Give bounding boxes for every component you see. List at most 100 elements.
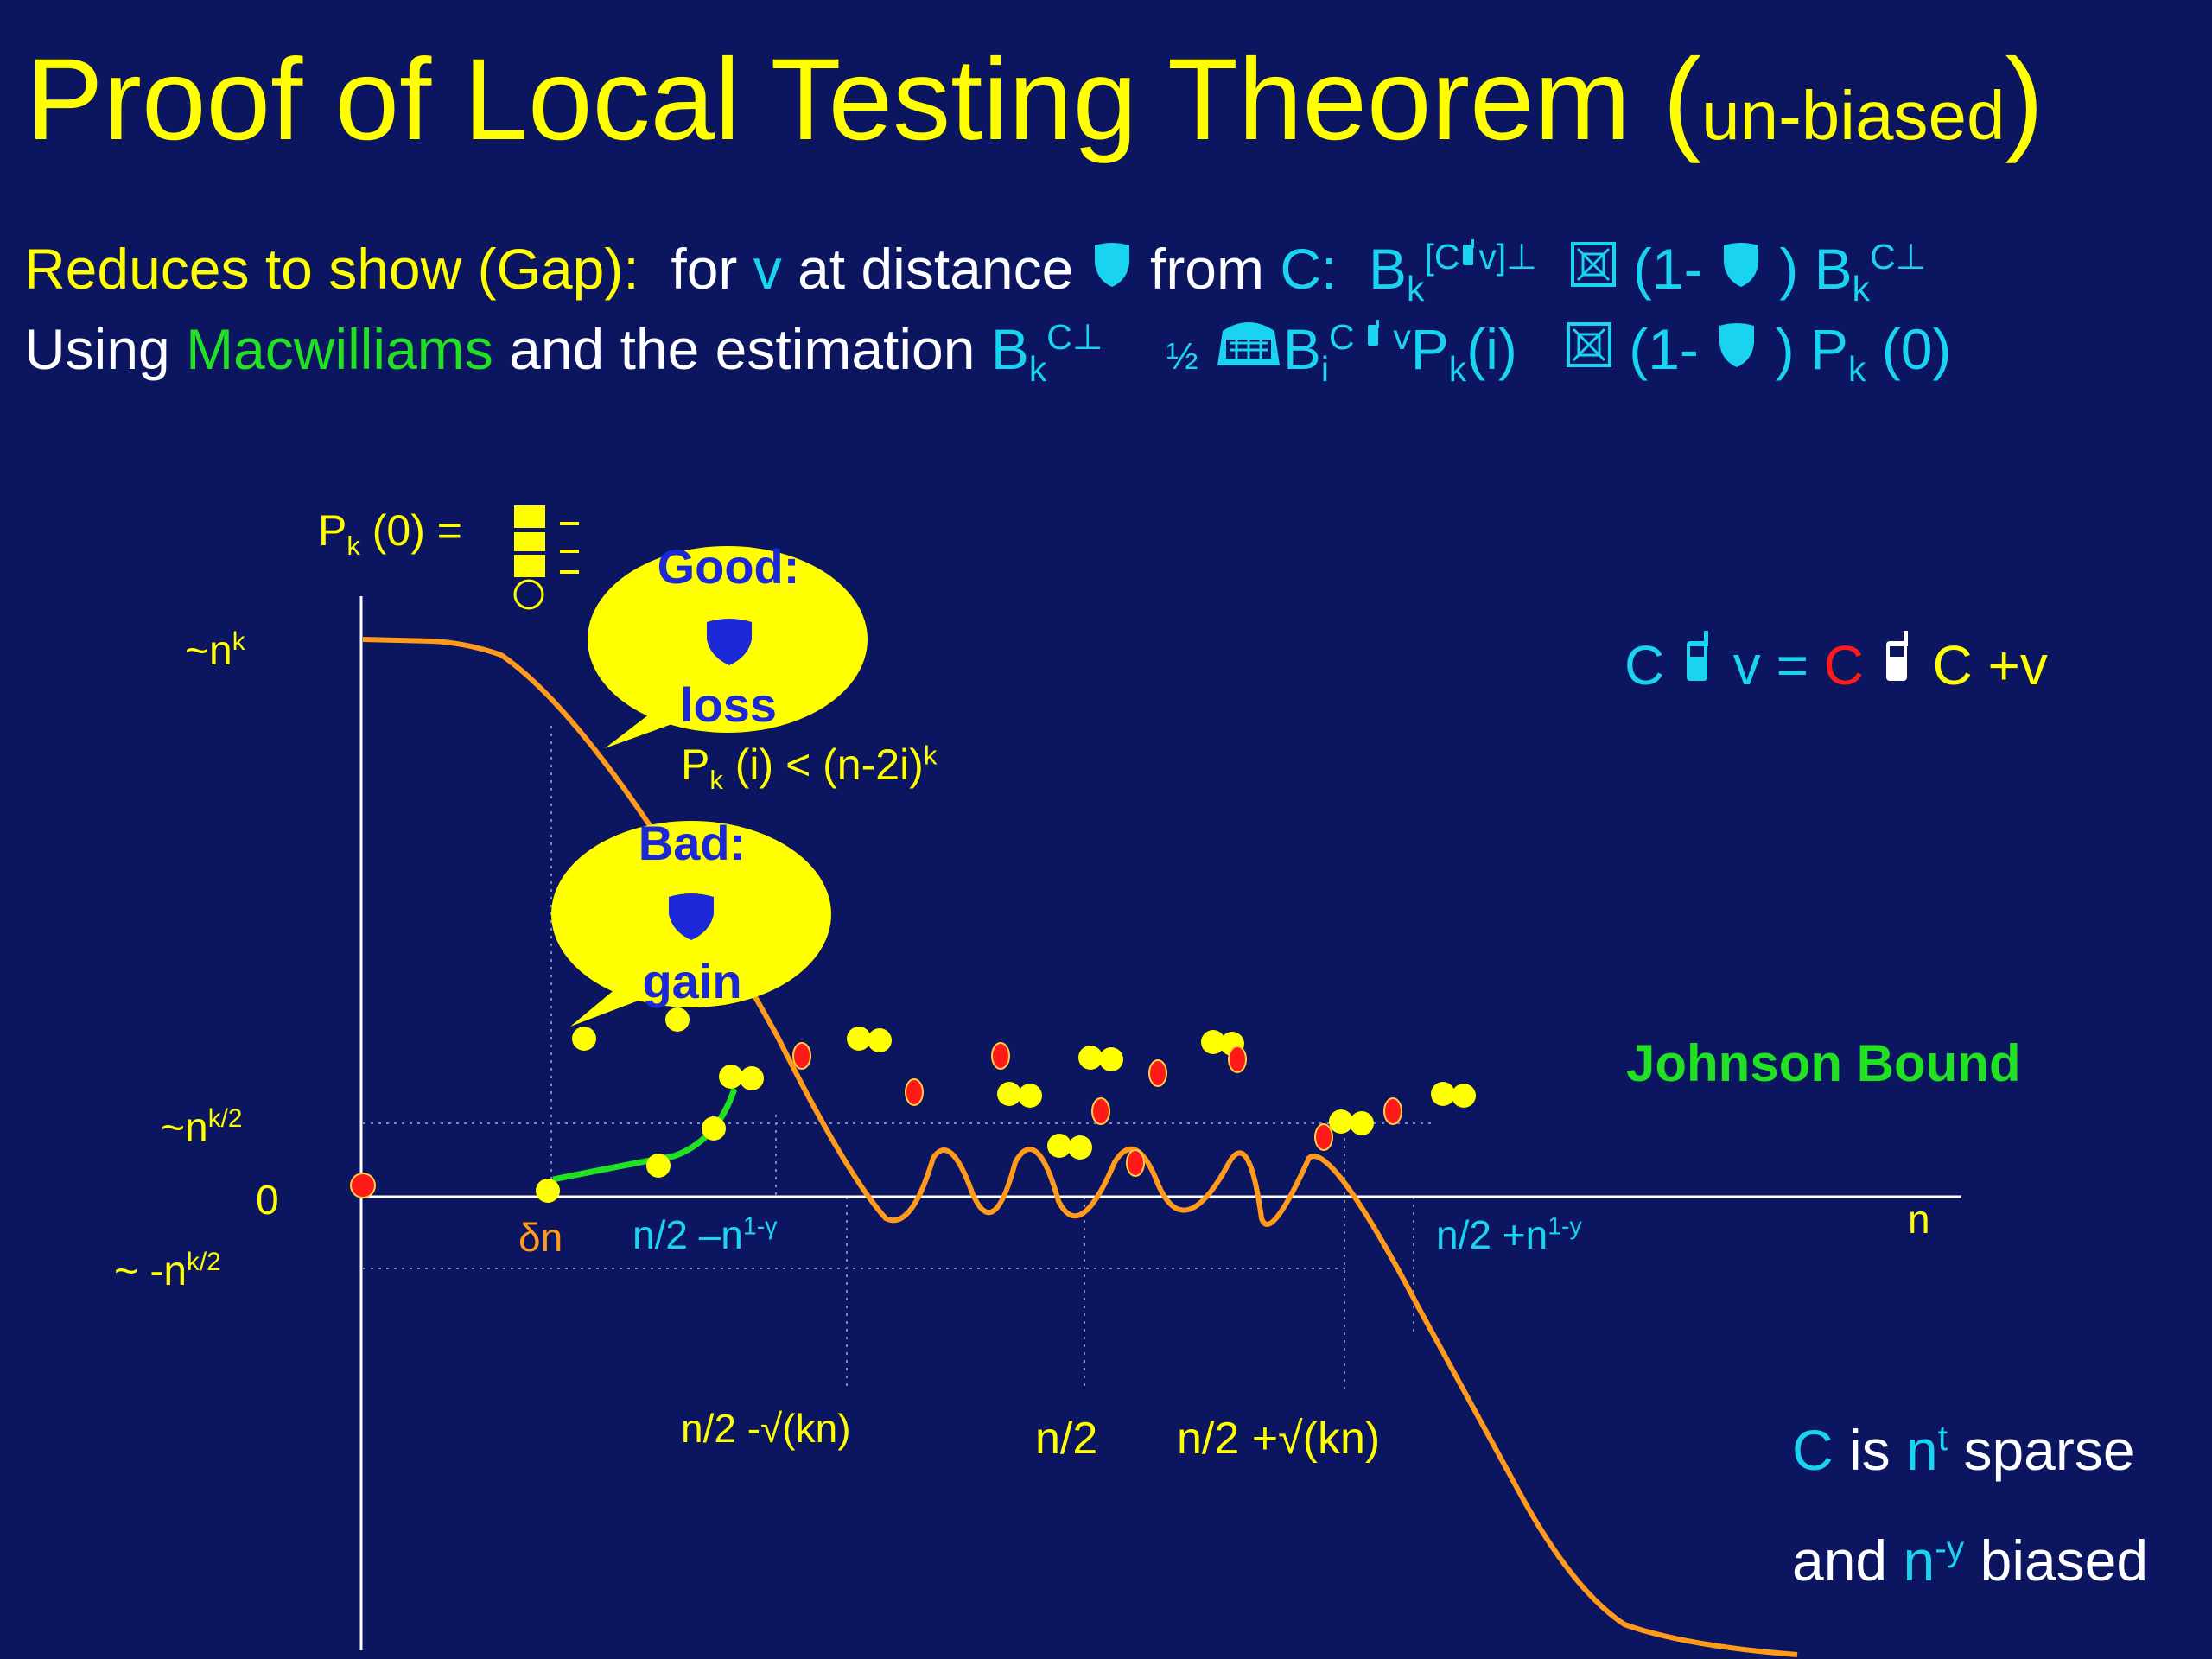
yellow-dot — [1078, 1046, 1103, 1070]
mac-pk0-p: P — [1809, 317, 1848, 381]
gap-bk-sub: k — [1407, 269, 1425, 309]
sparse-n-sup: t — [1937, 1418, 1948, 1458]
yellow-dot — [997, 1082, 1021, 1106]
yellow-dot — [1099, 1047, 1123, 1071]
phone-icon — [1680, 629, 1718, 697]
sparse-is: is — [1849, 1418, 1891, 1482]
mac-bk: BkC⊥ — [990, 317, 1103, 387]
pk0-sub: k — [346, 531, 360, 561]
red-dot — [1148, 1059, 1167, 1087]
yellow-dot — [1350, 1111, 1374, 1135]
phone-icon — [1459, 239, 1478, 269]
gap-code-c: C: — [1280, 237, 1338, 301]
x-label-half: n/2 — [1035, 1414, 1098, 1464]
gap-bk2-sup: C⊥ — [1870, 237, 1927, 276]
title-close: ) — [2005, 35, 2044, 164]
coset-relation: C v = C C +v — [1624, 629, 2048, 697]
mac-bi-sub: i — [1320, 349, 1330, 390]
rel-v: v = — [1732, 634, 1808, 696]
yellow-dot — [1452, 1084, 1476, 1108]
red-dot — [905, 1078, 924, 1106]
krawtchouk-curve — [362, 637, 1798, 1657]
x-label-right-gap-text: n/2 +n — [1436, 1212, 1548, 1257]
yellow-dot — [1329, 1109, 1353, 1134]
guide-lines — [363, 726, 1434, 1391]
gap-cmp1: (1- — [1632, 237, 1703, 301]
gap-from: from — [1149, 237, 1264, 301]
shield-icon — [1090, 240, 1135, 297]
yellow-dot — [665, 1007, 690, 1032]
johnson-curve — [552, 1087, 738, 1183]
gap-cmp2: ) — [1779, 237, 1799, 301]
sparse-statement: C is nt sparse — [1792, 1417, 2135, 1483]
x-label-left-gap-sup: 1-γ — [742, 1212, 778, 1241]
pk0-p: P — [318, 506, 347, 555]
rel-c1: C — [1624, 634, 1665, 696]
pk-bound-p: P — [681, 741, 710, 789]
sparse-n: nt — [1906, 1418, 1948, 1482]
bad-bubble-word: gain — [642, 954, 742, 1008]
y-label-neg: ~ -nk/2 — [114, 1248, 221, 1295]
shield-icon — [669, 893, 714, 940]
mac-bi-sup: C — [1329, 317, 1355, 357]
yellow-dot — [1431, 1082, 1455, 1106]
pk-bound-rest: (i) < (n-2i) — [734, 741, 924, 789]
good-bubble-title: Good: — [657, 539, 800, 594]
gap-bk-b: B — [1369, 237, 1408, 301]
mac-half: ½ — [1166, 335, 1198, 378]
shield-icon — [1719, 240, 1764, 297]
title-main: Proof of Local Testing Theorem ( — [26, 35, 1702, 164]
y-label-top-sup: k — [232, 627, 245, 656]
phone-icon — [1879, 629, 1917, 697]
sparse-c: C — [1792, 1418, 1834, 1482]
title-sub: un-biased — [1701, 77, 2005, 154]
pk-bound-sub: k — [709, 765, 723, 795]
bad-bubble-title: Bad: — [638, 816, 747, 870]
mac-using: Using — [24, 317, 170, 381]
red-dot — [792, 1042, 811, 1070]
red-dot — [991, 1042, 1010, 1070]
phone-icon — [1364, 320, 1383, 349]
good-bubble-word: loss — [679, 677, 778, 732]
mac-macwilliams: Macwilliams — [186, 317, 493, 381]
pk0-label: Pk (0) = — [318, 505, 462, 559]
yellow-dot — [1201, 1030, 1225, 1054]
macwilliams-statement: Using Macwilliams and the estimation BkC… — [24, 314, 1952, 387]
sparse-n-text: n — [1906, 1418, 1938, 1482]
biased-n-text: n — [1903, 1529, 1936, 1592]
mac-bi-sup2: v — [1393, 317, 1411, 357]
gap-for: for — [671, 237, 738, 301]
yellow-dot — [847, 1027, 871, 1051]
y-label-zero: 0 — [256, 1178, 279, 1224]
mac-pk-arg: (i) — [1466, 317, 1517, 381]
mac-pk-p: P — [1410, 317, 1449, 381]
mac-bk-sub: k — [1028, 349, 1047, 390]
yellow-dot — [646, 1154, 671, 1178]
x-label-sqrt-left: n/2 -√(kn) — [681, 1406, 851, 1451]
mac-cmp1: (1- — [1629, 317, 1699, 381]
gap-v: v — [753, 237, 782, 301]
sparse-word: sparse — [1963, 1418, 2135, 1482]
x-label-n: n — [1908, 1197, 1930, 1242]
gap-bk: Bk[C v]⊥ — [1369, 237, 1537, 307]
stadium-icon — [1214, 314, 1283, 378]
y-label-top: ~nk — [185, 627, 245, 675]
biased-n: n-y — [1903, 1529, 1964, 1592]
gap-intro: Reduces to show (Gap): — [24, 237, 639, 301]
gap-bk2-sub: k — [1852, 269, 1871, 309]
mac-bk-b: B — [990, 317, 1029, 381]
binomial-glyph — [513, 505, 579, 610]
yellow-dot — [740, 1066, 764, 1090]
x-label-right-gap-sup: 1-y — [1548, 1212, 1582, 1241]
page-title: Proof of Local Testing Theorem (un-biase… — [26, 36, 2044, 163]
mac-bi-b: B — [1282, 317, 1321, 381]
biased-statement: and n-y biased — [1792, 1528, 2148, 1593]
x-label-sqrt-right: n/2 +√(kn) — [1177, 1414, 1381, 1464]
mac-pk0-sub: k — [1847, 349, 1866, 390]
gap-bk2: BkC⊥ — [1815, 237, 1927, 307]
yellow-dots — [536, 1007, 1476, 1203]
mac-pk0-arg: (0) — [1881, 317, 1952, 381]
y-label-mid-text: ~n — [161, 1105, 208, 1151]
red-dots — [350, 1042, 1402, 1198]
y-label-neg-text: ~ -n — [114, 1249, 188, 1294]
